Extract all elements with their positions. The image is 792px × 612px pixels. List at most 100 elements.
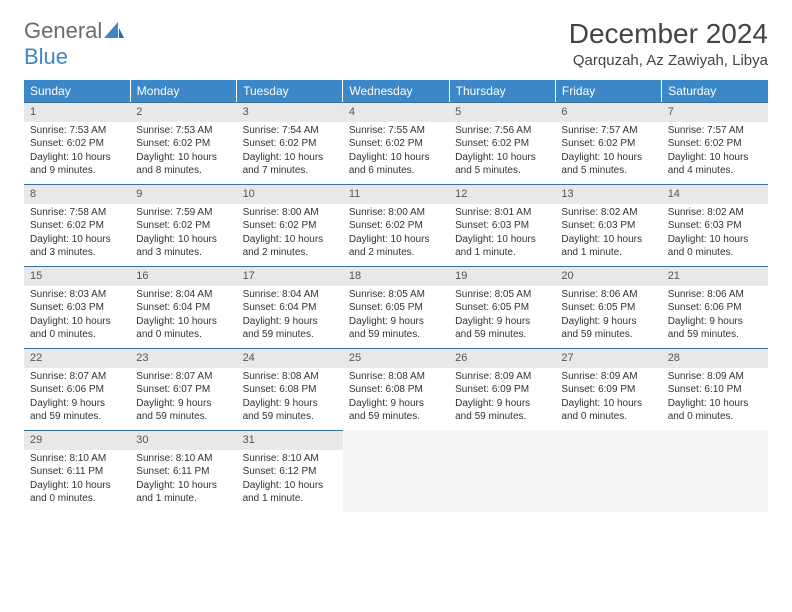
daylight-text: Daylight: 10 hours and 0 minutes.: [561, 397, 655, 424]
sunset-text: Sunset: 6:02 PM: [349, 219, 443, 233]
daylight-text: Daylight: 10 hours and 7 minutes.: [243, 151, 337, 178]
day-number: 21: [662, 266, 768, 286]
day-number: 30: [130, 430, 236, 450]
sunset-text: Sunset: 6:05 PM: [349, 301, 443, 315]
daylight-text: Daylight: 10 hours and 3 minutes.: [30, 233, 124, 260]
logo: General Blue: [24, 18, 124, 70]
calendar-week-row: 15Sunrise: 8:03 AMSunset: 6:03 PMDayligh…: [24, 266, 768, 348]
calendar-empty-cell: [662, 430, 768, 512]
calendar-day-cell: 17Sunrise: 8:04 AMSunset: 6:04 PMDayligh…: [237, 266, 343, 348]
day-body: Sunrise: 7:56 AMSunset: 6:02 PMDaylight:…: [449, 122, 555, 182]
day-body: Sunrise: 8:09 AMSunset: 6:09 PMDaylight:…: [555, 368, 661, 428]
calendar-day-cell: 11Sunrise: 8:00 AMSunset: 6:02 PMDayligh…: [343, 184, 449, 266]
sunrise-text: Sunrise: 7:57 AM: [668, 124, 762, 138]
day-body: Sunrise: 7:58 AMSunset: 6:02 PMDaylight:…: [24, 204, 130, 264]
sunrise-text: Sunrise: 8:09 AM: [561, 370, 655, 384]
day-number: 19: [449, 266, 555, 286]
sunrise-text: Sunrise: 8:01 AM: [455, 206, 549, 220]
daylight-text: Daylight: 9 hours and 59 minutes.: [30, 397, 124, 424]
weekday-header: Saturday: [662, 80, 768, 102]
day-body: Sunrise: 8:00 AMSunset: 6:02 PMDaylight:…: [343, 204, 449, 264]
day-number: 24: [237, 348, 343, 368]
sunset-text: Sunset: 6:02 PM: [243, 219, 337, 233]
sunrise-text: Sunrise: 7:54 AM: [243, 124, 337, 138]
day-number: 29: [24, 430, 130, 450]
daylight-text: Daylight: 10 hours and 0 minutes.: [136, 315, 230, 342]
sunset-text: Sunset: 6:02 PM: [243, 137, 337, 151]
day-number: 5: [449, 102, 555, 122]
sunset-text: Sunset: 6:08 PM: [243, 383, 337, 397]
day-number: 2: [130, 102, 236, 122]
day-body: Sunrise: 8:03 AMSunset: 6:03 PMDaylight:…: [24, 286, 130, 346]
calendar-day-cell: 12Sunrise: 8:01 AMSunset: 6:03 PMDayligh…: [449, 184, 555, 266]
sunset-text: Sunset: 6:02 PM: [30, 219, 124, 233]
daylight-text: Daylight: 10 hours and 0 minutes.: [668, 397, 762, 424]
calendar-day-cell: 5Sunrise: 7:56 AMSunset: 6:02 PMDaylight…: [449, 102, 555, 184]
day-number: 23: [130, 348, 236, 368]
calendar-day-cell: 18Sunrise: 8:05 AMSunset: 6:05 PMDayligh…: [343, 266, 449, 348]
sunrise-text: Sunrise: 7:57 AM: [561, 124, 655, 138]
calendar-day-cell: 22Sunrise: 8:07 AMSunset: 6:06 PMDayligh…: [24, 348, 130, 430]
sunrise-text: Sunrise: 7:58 AM: [30, 206, 124, 220]
calendar-day-cell: 9Sunrise: 7:59 AMSunset: 6:02 PMDaylight…: [130, 184, 236, 266]
sunset-text: Sunset: 6:11 PM: [30, 465, 124, 479]
sunrise-text: Sunrise: 7:53 AM: [136, 124, 230, 138]
sunset-text: Sunset: 6:03 PM: [668, 219, 762, 233]
day-number: 18: [343, 266, 449, 286]
daylight-text: Daylight: 9 hours and 59 minutes.: [349, 397, 443, 424]
sunrise-text: Sunrise: 8:07 AM: [136, 370, 230, 384]
calendar-empty-cell: [555, 430, 661, 512]
calendar-day-cell: 8Sunrise: 7:58 AMSunset: 6:02 PMDaylight…: [24, 184, 130, 266]
calendar-day-cell: 2Sunrise: 7:53 AMSunset: 6:02 PMDaylight…: [130, 102, 236, 184]
daylight-text: Daylight: 9 hours and 59 minutes.: [561, 315, 655, 342]
daylight-text: Daylight: 10 hours and 2 minutes.: [349, 233, 443, 260]
sunset-text: Sunset: 6:11 PM: [136, 465, 230, 479]
day-number: 9: [130, 184, 236, 204]
title-block: December 2024 Qarquzah, Az Zawiyah, Liby…: [569, 18, 768, 69]
sunrise-text: Sunrise: 8:02 AM: [561, 206, 655, 220]
sunset-text: Sunset: 6:02 PM: [668, 137, 762, 151]
calendar-day-cell: 31Sunrise: 8:10 AMSunset: 6:12 PMDayligh…: [237, 430, 343, 512]
calendar-week-row: 8Sunrise: 7:58 AMSunset: 6:02 PMDaylight…: [24, 184, 768, 266]
daylight-text: Daylight: 10 hours and 0 minutes.: [30, 479, 124, 506]
day-number: 20: [555, 266, 661, 286]
calendar-head: SundayMondayTuesdayWednesdayThursdayFrid…: [24, 80, 768, 102]
sunrise-text: Sunrise: 8:08 AM: [349, 370, 443, 384]
sunset-text: Sunset: 6:06 PM: [668, 301, 762, 315]
calendar-day-cell: 21Sunrise: 8:06 AMSunset: 6:06 PMDayligh…: [662, 266, 768, 348]
daylight-text: Daylight: 10 hours and 3 minutes.: [136, 233, 230, 260]
daylight-text: Daylight: 10 hours and 5 minutes.: [561, 151, 655, 178]
header: General Blue December 2024 Qarquzah, Az …: [24, 18, 768, 70]
day-number: 27: [555, 348, 661, 368]
logo-word-1: General: [24, 18, 102, 43]
calendar-day-cell: 15Sunrise: 8:03 AMSunset: 6:03 PMDayligh…: [24, 266, 130, 348]
sunset-text: Sunset: 6:05 PM: [455, 301, 549, 315]
weekday-header: Sunday: [24, 80, 130, 102]
sunset-text: Sunset: 6:05 PM: [561, 301, 655, 315]
sunset-text: Sunset: 6:02 PM: [455, 137, 549, 151]
daylight-text: Daylight: 10 hours and 1 minute.: [561, 233, 655, 260]
weekday-header: Tuesday: [237, 80, 343, 102]
sunrise-text: Sunrise: 8:10 AM: [243, 452, 337, 466]
daylight-text: Daylight: 9 hours and 59 minutes.: [349, 315, 443, 342]
sunset-text: Sunset: 6:04 PM: [243, 301, 337, 315]
sunset-text: Sunset: 6:06 PM: [30, 383, 124, 397]
calendar-week-row: 1Sunrise: 7:53 AMSunset: 6:02 PMDaylight…: [24, 102, 768, 184]
sunset-text: Sunset: 6:02 PM: [136, 137, 230, 151]
sunset-text: Sunset: 6:09 PM: [561, 383, 655, 397]
day-number: 25: [343, 348, 449, 368]
calendar-day-cell: 3Sunrise: 7:54 AMSunset: 6:02 PMDaylight…: [237, 102, 343, 184]
day-number: 7: [662, 102, 768, 122]
day-number: 26: [449, 348, 555, 368]
sunset-text: Sunset: 6:03 PM: [30, 301, 124, 315]
day-number: 22: [24, 348, 130, 368]
daylight-text: Daylight: 10 hours and 1 minute.: [455, 233, 549, 260]
day-number: 8: [24, 184, 130, 204]
calendar-day-cell: 25Sunrise: 8:08 AMSunset: 6:08 PMDayligh…: [343, 348, 449, 430]
day-body: Sunrise: 8:10 AMSunset: 6:11 PMDaylight:…: [130, 450, 236, 510]
daylight-text: Daylight: 10 hours and 9 minutes.: [30, 151, 124, 178]
sunrise-text: Sunrise: 8:09 AM: [668, 370, 762, 384]
daylight-text: Daylight: 10 hours and 6 minutes.: [349, 151, 443, 178]
day-body: Sunrise: 8:00 AMSunset: 6:02 PMDaylight:…: [237, 204, 343, 264]
day-body: Sunrise: 8:09 AMSunset: 6:09 PMDaylight:…: [449, 368, 555, 428]
